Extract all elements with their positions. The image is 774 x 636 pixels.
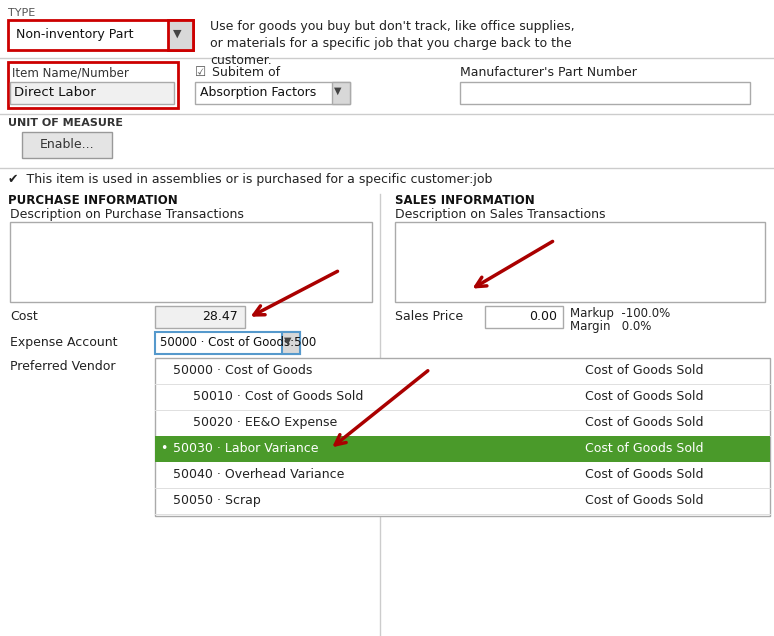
Text: Cost of Goods Sold: Cost of Goods Sold: [585, 494, 704, 507]
Bar: [155, 358, 770, 516]
Text: ▼: ▼: [284, 336, 292, 346]
Text: Margin   0.0%: Margin 0.0%: [570, 320, 652, 333]
Text: Enable...: Enable...: [40, 138, 94, 151]
Text: 50000 · Cost of Goods: 50000 · Cost of Goods: [173, 364, 313, 377]
Text: ▼: ▼: [173, 29, 181, 39]
Text: Description on Purchase Transactions: Description on Purchase Transactions: [10, 208, 244, 221]
Text: 50000 · Cost of Goods:500: 50000 · Cost of Goods:500: [160, 336, 317, 349]
Text: 50020 · EE&O Expense: 50020 · EE&O Expense: [193, 416, 337, 429]
Text: Cost of Goods Sold: Cost of Goods Sold: [585, 364, 704, 377]
Bar: [195, 82, 350, 104]
Text: Cost: Cost: [10, 310, 38, 323]
Bar: [8, 62, 178, 108]
Bar: [155, 436, 770, 462]
Text: 50050 · Scrap: 50050 · Scrap: [173, 494, 261, 507]
Text: PURCHASE INFORMATION: PURCHASE INFORMATION: [8, 194, 178, 207]
Text: Cost of Goods Sold: Cost of Goods Sold: [585, 442, 704, 455]
Text: Use for goods you buy but don't track, like office supplies,
or materials for a : Use for goods you buy but don't track, l…: [210, 20, 574, 67]
Text: Item Name/Number: Item Name/Number: [12, 66, 129, 79]
Bar: [22, 132, 112, 158]
Text: 50010 · Cost of Goods Sold: 50010 · Cost of Goods Sold: [193, 390, 363, 403]
Text: Non-inventory Part: Non-inventory Part: [16, 28, 133, 41]
Text: 50030 · Labor Variance: 50030 · Labor Variance: [173, 442, 318, 455]
Text: Cost of Goods Sold: Cost of Goods Sold: [585, 390, 704, 403]
Text: Direct Labor: Direct Labor: [14, 86, 96, 99]
Bar: [460, 82, 750, 104]
Text: Cost of Goods Sold: Cost of Goods Sold: [585, 468, 704, 481]
Bar: [168, 20, 193, 50]
Text: 50040 · Overhead Variance: 50040 · Overhead Variance: [173, 468, 344, 481]
Bar: [8, 20, 193, 50]
Bar: [155, 306, 245, 328]
Text: SALES INFORMATION: SALES INFORMATION: [395, 194, 535, 207]
Text: Cost of Goods Sold: Cost of Goods Sold: [585, 416, 704, 429]
Text: 28.47: 28.47: [202, 310, 238, 323]
Text: 0.00: 0.00: [529, 310, 557, 323]
Bar: [332, 82, 350, 104]
Text: Absorption Factors: Absorption Factors: [200, 86, 317, 99]
Text: Description on Sales Transactions: Description on Sales Transactions: [395, 208, 605, 221]
Text: UNIT OF MEASURE: UNIT OF MEASURE: [8, 118, 123, 128]
Text: ☑: ☑: [195, 66, 206, 79]
Bar: [395, 222, 765, 302]
Bar: [10, 82, 174, 104]
Text: Sales Price: Sales Price: [395, 310, 463, 323]
Bar: [155, 332, 300, 354]
Text: Manufacturer's Part Number: Manufacturer's Part Number: [460, 66, 637, 79]
Text: ✔  This item is used in assemblies or is purchased for a specific customer:job: ✔ This item is used in assemblies or is …: [8, 173, 492, 186]
Text: TYPE: TYPE: [8, 8, 36, 18]
Text: Expense Account: Expense Account: [10, 336, 118, 349]
Text: •: •: [160, 442, 167, 455]
Text: Preferred Vendor: Preferred Vendor: [10, 360, 115, 373]
Text: Markup  -100.0%: Markup -100.0%: [570, 307, 670, 320]
Text: ▼: ▼: [334, 86, 341, 96]
Bar: [282, 332, 300, 354]
Text: Subitem of: Subitem of: [212, 66, 280, 79]
Bar: [10, 222, 372, 302]
Bar: [485, 306, 563, 328]
